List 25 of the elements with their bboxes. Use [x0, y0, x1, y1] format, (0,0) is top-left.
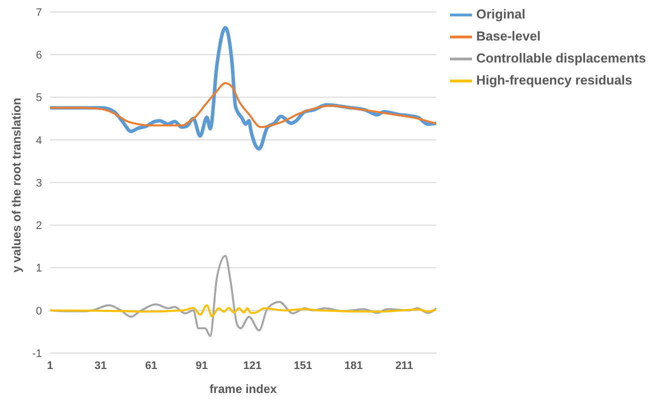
- x-axis-title: frame index: [209, 382, 278, 396]
- x-tick-label: 211: [395, 360, 414, 372]
- y-tick-label: 1: [36, 262, 42, 275]
- x-tick-label: 91: [196, 360, 208, 372]
- x-tick-label: 181: [344, 360, 363, 372]
- y-tick-label: 5: [36, 92, 42, 104]
- y-tick-label: 7: [36, 6, 42, 19]
- legend-label: Controllable displacements: [476, 50, 646, 66]
- x-tick-label: 61: [145, 360, 158, 372]
- x-tick-label: 31: [94, 360, 107, 372]
- x-tick-label: 151: [294, 360, 312, 372]
- y-tick-label: 2: [36, 220, 42, 232]
- legend-label: High-frequency residuals: [476, 72, 632, 88]
- line-series: [50, 82, 436, 128]
- y-tick-label: 3: [36, 177, 42, 190]
- y-tick-label: 0: [36, 305, 42, 318]
- x-tick-label: 121: [243, 360, 262, 372]
- y-tick-label: 6: [36, 50, 42, 62]
- y-axis-title: y values of the root translation: [9, 98, 24, 272]
- legend-label: Base-level: [476, 28, 541, 44]
- line-series: [50, 304, 436, 318]
- x-tick-label: 1: [46, 360, 54, 372]
- legend-label: Original: [476, 6, 526, 22]
- y-tick-label: 4: [36, 134, 42, 147]
- y-tick-label: -1: [32, 348, 42, 360]
